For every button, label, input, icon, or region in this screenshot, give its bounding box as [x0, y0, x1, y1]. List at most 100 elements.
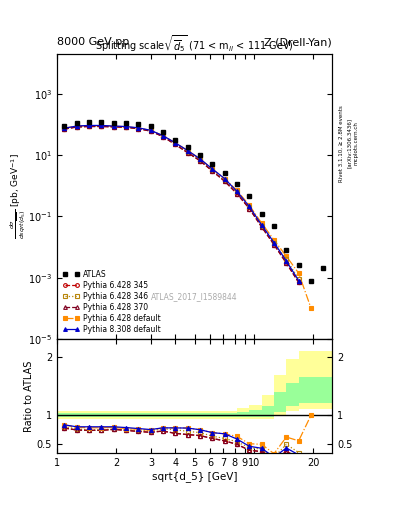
Pythia 6.428 default — [247, 202, 252, 208]
ATLAS — [272, 223, 276, 229]
Pythia 8.308 default — [173, 140, 178, 146]
Pythia 6.428 345 — [111, 124, 116, 130]
ATLAS — [111, 120, 116, 126]
Line: Pythia 6.428 default: Pythia 6.428 default — [62, 124, 313, 310]
Text: Z (Drell-Yan): Z (Drell-Yan) — [264, 37, 332, 47]
ATLAS — [235, 181, 239, 187]
Pythia 6.428 346 — [99, 123, 104, 130]
Pythia 6.428 346 — [74, 123, 79, 130]
Pythia 6.428 346 — [173, 140, 178, 146]
ATLAS — [247, 193, 252, 199]
Pythia 6.428 default — [136, 125, 141, 131]
Pythia 6.428 default — [272, 237, 276, 243]
Pythia 8.308 default — [284, 258, 289, 264]
Pythia 6.428 default — [210, 166, 215, 172]
Pythia 6.428 346 — [284, 256, 289, 262]
Title: Splitting scale$\sqrt{\overline{d}_5}$ (71 < m$_{ll}$ < 111 GeV): Splitting scale$\sqrt{\overline{d}_5}$ (… — [95, 33, 294, 54]
Pythia 6.428 346 — [247, 204, 252, 210]
Pythia 6.428 346 — [111, 123, 116, 130]
Pythia 8.308 default — [247, 203, 252, 209]
Pythia 6.428 default — [222, 176, 227, 182]
Pythia 6.428 370 — [210, 168, 215, 174]
Pythia 6.428 346 — [235, 189, 239, 196]
Pythia 6.428 346 — [160, 133, 165, 139]
Pythia 8.308 default — [222, 176, 227, 182]
Pythia 8.308 default — [185, 147, 190, 154]
Pythia 6.428 345 — [123, 124, 128, 131]
Pythia 6.428 345 — [284, 260, 289, 266]
Pythia 6.428 345 — [272, 242, 276, 248]
Pythia 6.428 default — [173, 140, 178, 146]
Pythia 6.428 345 — [160, 134, 165, 140]
Legend: ATLAS, Pythia 6.428 345, Pythia 6.428 346, Pythia 6.428 370, Pythia 6.428 defaul: ATLAS, Pythia 6.428 345, Pythia 6.428 34… — [61, 269, 162, 335]
Pythia 6.428 345 — [235, 190, 239, 197]
Pythia 6.428 345 — [296, 280, 301, 286]
ATLAS — [160, 129, 165, 135]
ATLAS — [123, 120, 128, 126]
Pythia 6.428 345 — [210, 168, 215, 174]
Pythia 6.428 370 — [198, 158, 202, 164]
Pythia 6.428 370 — [185, 150, 190, 156]
Pythia 6.428 370 — [136, 125, 141, 132]
Pythia 6.428 default — [160, 133, 165, 139]
Pythia 6.428 default — [111, 123, 116, 129]
Pythia 8.308 default — [136, 125, 141, 131]
Pythia 6.428 370 — [259, 224, 264, 230]
Pythia 8.308 default — [259, 222, 264, 228]
Pythia 6.428 345 — [136, 125, 141, 132]
Pythia 8.308 default — [160, 133, 165, 139]
Pythia 8.308 default — [148, 127, 153, 133]
Pythia 8.308 default — [123, 123, 128, 130]
Pythia 6.428 370 — [160, 134, 165, 140]
Pythia 8.308 default — [74, 123, 79, 129]
Line: ATLAS: ATLAS — [62, 120, 326, 283]
Line: Pythia 8.308 default: Pythia 8.308 default — [62, 123, 301, 283]
Pythia 6.428 345 — [222, 178, 227, 184]
Pythia 6.428 370 — [222, 178, 227, 184]
ATLAS — [259, 211, 264, 217]
Pythia 8.308 default — [99, 122, 104, 129]
Pythia 6.428 346 — [272, 240, 276, 246]
Pythia 6.428 346 — [198, 157, 202, 163]
Pythia 6.428 370 — [111, 124, 116, 130]
Pythia 6.428 default — [185, 147, 190, 154]
Pythia 6.428 345 — [185, 150, 190, 156]
ATLAS — [74, 120, 79, 126]
Pythia 6.428 345 — [259, 224, 264, 230]
Pythia 6.428 370 — [62, 126, 67, 132]
ATLAS — [86, 119, 91, 125]
Pythia 6.428 346 — [123, 124, 128, 130]
Line: Pythia 6.428 345: Pythia 6.428 345 — [62, 124, 301, 285]
Pythia 6.428 370 — [247, 205, 252, 211]
Pythia 6.428 default — [86, 123, 91, 129]
ATLAS — [185, 144, 190, 150]
Pythia 8.308 default — [62, 125, 67, 131]
ATLAS — [173, 136, 178, 142]
Pythia 6.428 346 — [185, 148, 190, 155]
Pythia 6.428 default — [99, 123, 104, 129]
ATLAS — [210, 161, 215, 167]
Pythia 6.428 default — [259, 220, 264, 226]
Pythia 8.308 default — [235, 188, 239, 195]
ATLAS — [309, 278, 314, 284]
Pythia 6.428 default — [235, 187, 239, 194]
Text: mcplots.cern.ch: mcplots.cern.ch — [354, 121, 359, 165]
X-axis label: sqrt{d_5} [GeV]: sqrt{d_5} [GeV] — [152, 471, 237, 482]
ATLAS — [62, 123, 67, 129]
Pythia 6.428 345 — [86, 123, 91, 130]
Text: Rivet 3.1.10, ≥ 2.8M events: Rivet 3.1.10, ≥ 2.8M events — [339, 105, 344, 182]
Pythia 6.428 345 — [173, 141, 178, 147]
Pythia 6.428 370 — [272, 242, 276, 248]
Pythia 6.428 345 — [99, 123, 104, 130]
ATLAS — [296, 263, 301, 269]
Line: Pythia 6.428 370: Pythia 6.428 370 — [62, 124, 301, 285]
Pythia 8.308 default — [296, 278, 301, 284]
Text: 8000 GeV pp: 8000 GeV pp — [57, 37, 129, 47]
ATLAS — [284, 247, 289, 253]
Pythia 6.428 345 — [74, 124, 79, 130]
Pythia 6.428 default — [123, 124, 128, 130]
Pythia 6.428 370 — [148, 128, 153, 134]
ATLAS — [136, 121, 141, 127]
Pythia 6.428 370 — [123, 124, 128, 131]
Pythia 6.428 346 — [259, 223, 264, 229]
